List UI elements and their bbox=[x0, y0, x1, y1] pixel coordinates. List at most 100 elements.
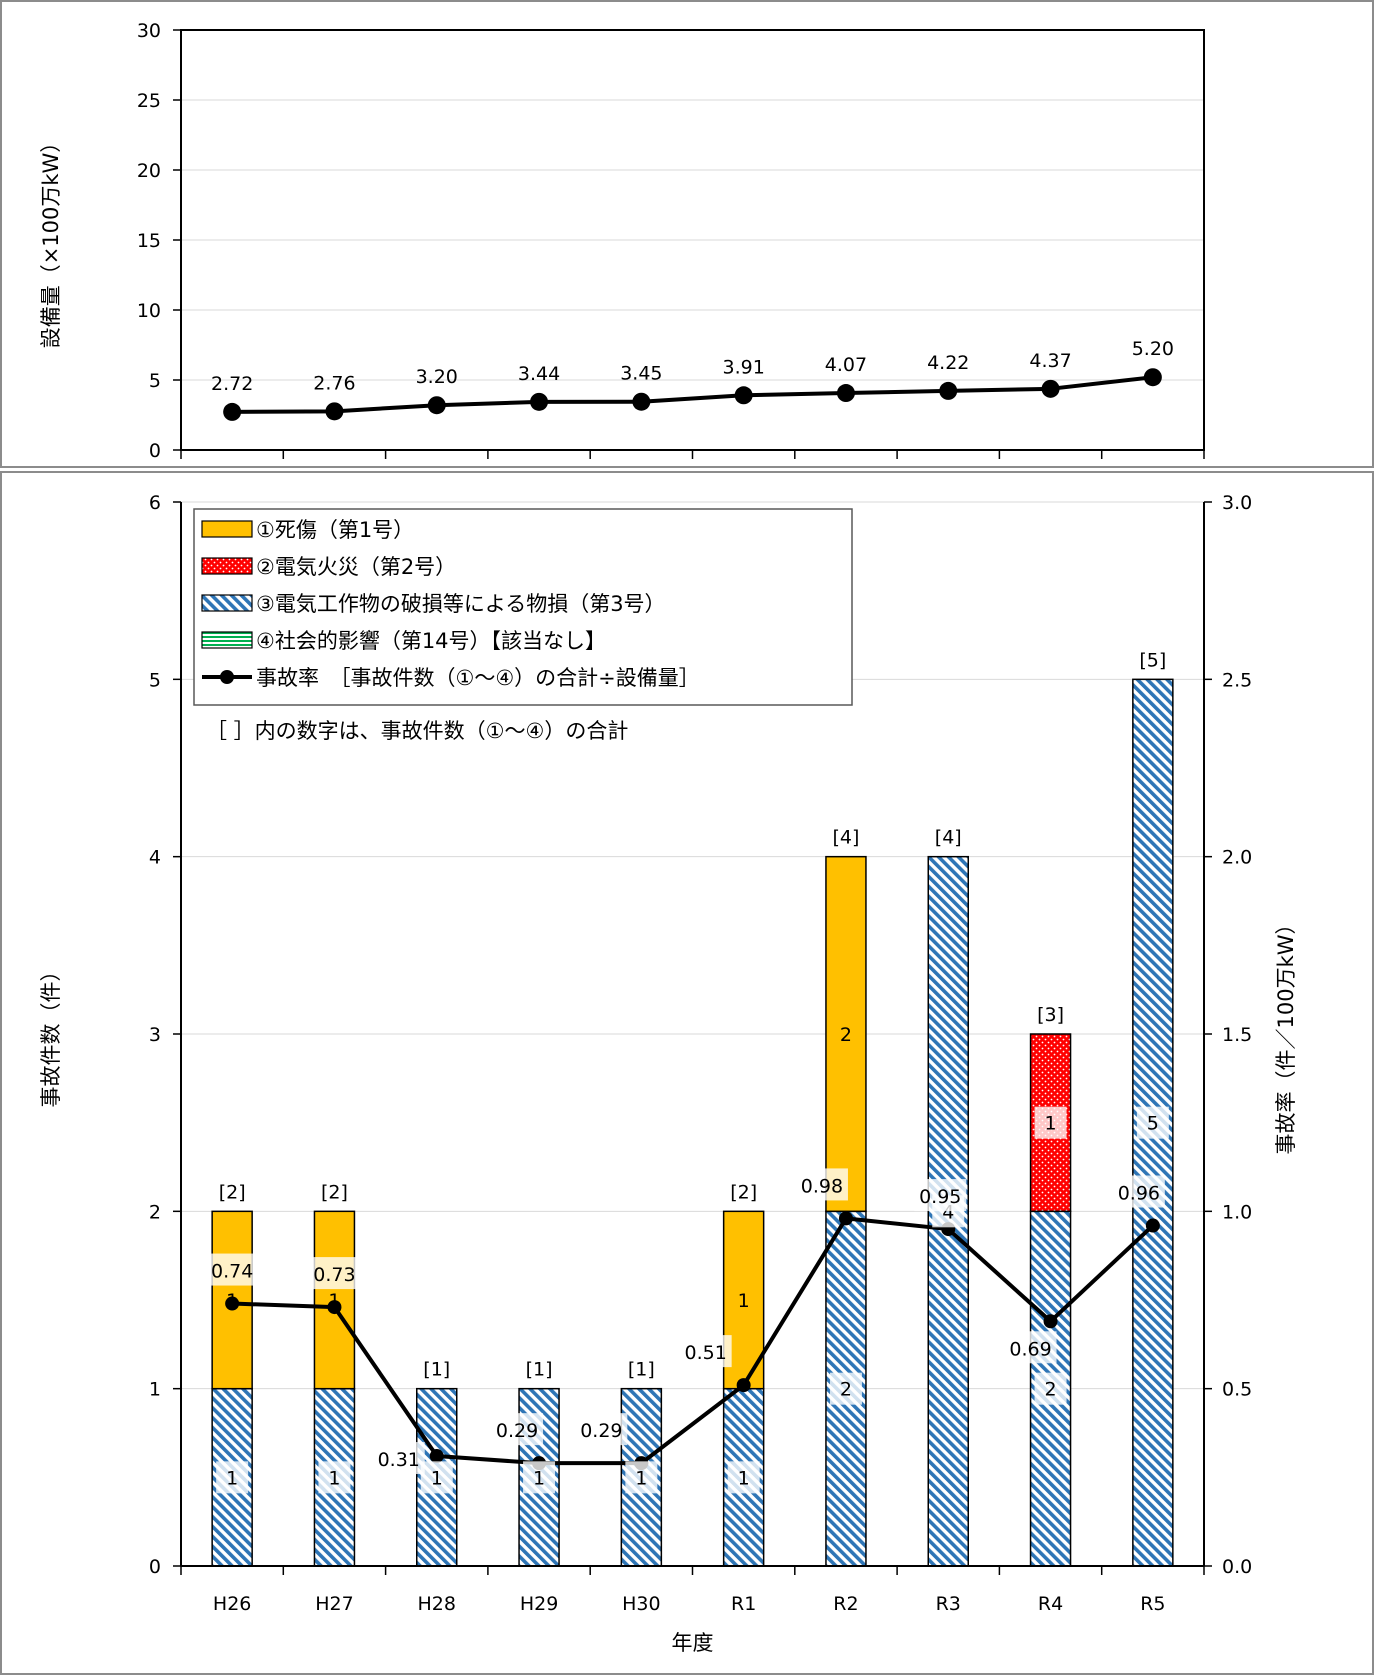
bar-value-label: 1 bbox=[533, 1467, 545, 1489]
bar-total-label: [4] bbox=[935, 827, 962, 849]
bar-total-label: [1] bbox=[423, 1359, 450, 1381]
top-capacity-label: 3.20 bbox=[416, 366, 458, 388]
accident-rate-label: 0.31 bbox=[378, 1449, 420, 1471]
bottom-y2-tick-label: 1.0 bbox=[1222, 1201, 1252, 1223]
top-y-tick-label: 15 bbox=[137, 230, 161, 252]
top-capacity-point bbox=[734, 386, 753, 405]
legend-entry-label: ②電気火災（第2号） bbox=[256, 555, 456, 579]
bottom-y-tick-label: 6 bbox=[149, 492, 161, 514]
top-capacity-label: 3.45 bbox=[620, 363, 662, 385]
top-capacity-label: 2.72 bbox=[211, 373, 253, 395]
bar-value-label-bg bbox=[1034, 1372, 1067, 1405]
top-capacity-point bbox=[223, 402, 242, 421]
top-capacity-label: 4.07 bbox=[825, 354, 867, 376]
accident-rate-label: 0.96 bbox=[1118, 1183, 1160, 1205]
top-capacity-label: 4.37 bbox=[1029, 350, 1071, 372]
accident-rate-label-bg bbox=[491, 1413, 544, 1446]
bar-value-label: 1 bbox=[1045, 1113, 1057, 1135]
accident-rate-point bbox=[736, 1378, 751, 1393]
accident-rate-label: 0.29 bbox=[580, 1420, 622, 1442]
accident-rate-label-bg bbox=[795, 1168, 848, 1201]
bar-value-label: 1 bbox=[328, 1467, 340, 1489]
accident-rate-label-bg bbox=[575, 1413, 628, 1446]
bar-value-label: 1 bbox=[738, 1467, 750, 1489]
legend-swatch bbox=[201, 594, 253, 612]
top-y-tick-label: 0 bbox=[149, 440, 161, 462]
bar-segment bbox=[313, 1210, 356, 1390]
legend-swatch-marker bbox=[220, 670, 234, 684]
legend-entry-label: ①死傷（第1号） bbox=[256, 518, 414, 542]
top-capacity-point bbox=[632, 392, 651, 411]
bar-total-label: [2] bbox=[321, 1181, 348, 1203]
bottom-y2-tick-label: 2.5 bbox=[1222, 669, 1252, 691]
accident-rate-point bbox=[429, 1449, 444, 1464]
bar-total-label: [2] bbox=[219, 1181, 246, 1203]
accident-rate-point bbox=[327, 1300, 342, 1315]
top-capacity-line bbox=[232, 375, 1154, 414]
bottom-y2-tick-label: 0.5 bbox=[1222, 1379, 1252, 1401]
legend-entry-label: ③電気工作物の破損等による物損（第3号） bbox=[256, 592, 666, 616]
x-category-label: H27 bbox=[315, 1593, 353, 1615]
legend-swatch bbox=[201, 631, 253, 649]
top-panel-frame bbox=[0, 0, 1374, 468]
x-category-label: R3 bbox=[936, 1593, 961, 1615]
bar-segment bbox=[722, 1210, 765, 1390]
top-capacity-label: 2.76 bbox=[313, 372, 355, 394]
top-y-tick-label: 20 bbox=[137, 160, 161, 182]
accident-rate-label-bg bbox=[914, 1179, 967, 1212]
legend-note: ［ ］内の数字は、事故件数（①～④）の合計 bbox=[206, 719, 628, 743]
bottom-y-tick-label: 4 bbox=[149, 847, 161, 869]
bar-value-label: 1 bbox=[226, 1467, 238, 1489]
bottom-y2-tick-label: 2.0 bbox=[1222, 847, 1252, 869]
accident-rate-line bbox=[232, 1216, 1155, 1466]
bar-value-label: 1 bbox=[431, 1467, 443, 1489]
bottom-y-tick-label: 3 bbox=[149, 1024, 161, 1046]
legend-swatch bbox=[201, 520, 253, 538]
bar-value-label: 5 bbox=[1147, 1113, 1159, 1135]
x-category-label: R1 bbox=[731, 1593, 756, 1615]
accident-rate-label-bg bbox=[679, 1335, 732, 1368]
bottom-panel-frame bbox=[0, 471, 1374, 1675]
accident-rate-label-bg bbox=[1004, 1331, 1057, 1364]
top-capacity-point bbox=[1143, 368, 1162, 387]
bottom-y2-tick-label: 3.0 bbox=[1222, 492, 1252, 514]
top-y-tick-label: 30 bbox=[137, 20, 161, 42]
bar-segment bbox=[825, 855, 867, 1213]
accident-rate-label: 0.29 bbox=[496, 1420, 538, 1442]
bottom-y2-tick-label: 1.5 bbox=[1222, 1024, 1252, 1046]
top-capacity-label: 3.44 bbox=[518, 363, 560, 385]
top-capacity-point bbox=[939, 381, 958, 400]
bar-total-label: [3] bbox=[1037, 1004, 1064, 1026]
bar-total-label: [1] bbox=[526, 1359, 553, 1381]
bar-value-label-bg bbox=[727, 1461, 760, 1494]
bar-value-label: 2 bbox=[1045, 1379, 1057, 1401]
legend-entry-label: 事故率 ［事故件数（①～④）の合計÷設備量］ bbox=[256, 666, 700, 690]
x-category-label: H30 bbox=[622, 1593, 660, 1615]
top-capacity-point bbox=[325, 402, 344, 421]
bar-value-label-bg bbox=[829, 1372, 862, 1405]
bar-value-label-bg bbox=[625, 1461, 658, 1494]
bar-total-label: [5] bbox=[1139, 649, 1166, 671]
top-y-tick-label: 10 bbox=[137, 300, 161, 322]
x-axis-title: 年度 bbox=[672, 1631, 714, 1655]
accident-rate-label: 0.51 bbox=[684, 1342, 726, 1364]
bar-total-label: [2] bbox=[730, 1181, 757, 1203]
bar-value-label-bg bbox=[318, 1461, 351, 1494]
top-capacity-label: 4.22 bbox=[927, 352, 969, 374]
bar-value-label: 2 bbox=[840, 1024, 852, 1046]
bottom-y2-tick-label: 0.0 bbox=[1222, 1556, 1252, 1578]
top-capacity-label: 3.91 bbox=[722, 356, 764, 378]
accident-rate-point bbox=[1043, 1314, 1058, 1329]
top-y-tick-label: 25 bbox=[137, 90, 161, 112]
accident-rate-label: 0.73 bbox=[313, 1264, 355, 1286]
top-capacity-point bbox=[427, 396, 446, 415]
x-category-label: R4 bbox=[1038, 1593, 1063, 1615]
top-y-axis-title: 設備量（×100万kW） bbox=[39, 132, 63, 349]
x-category-label: H26 bbox=[213, 1593, 251, 1615]
accident-rate-label-bg bbox=[372, 1442, 425, 1475]
y-axis-title: 事故件数（件） bbox=[39, 961, 63, 1108]
y2-axis-title: 事故率（件／100万kW） bbox=[1274, 913, 1298, 1154]
legend-swatch bbox=[201, 557, 253, 575]
top-capacity-point bbox=[530, 392, 549, 411]
